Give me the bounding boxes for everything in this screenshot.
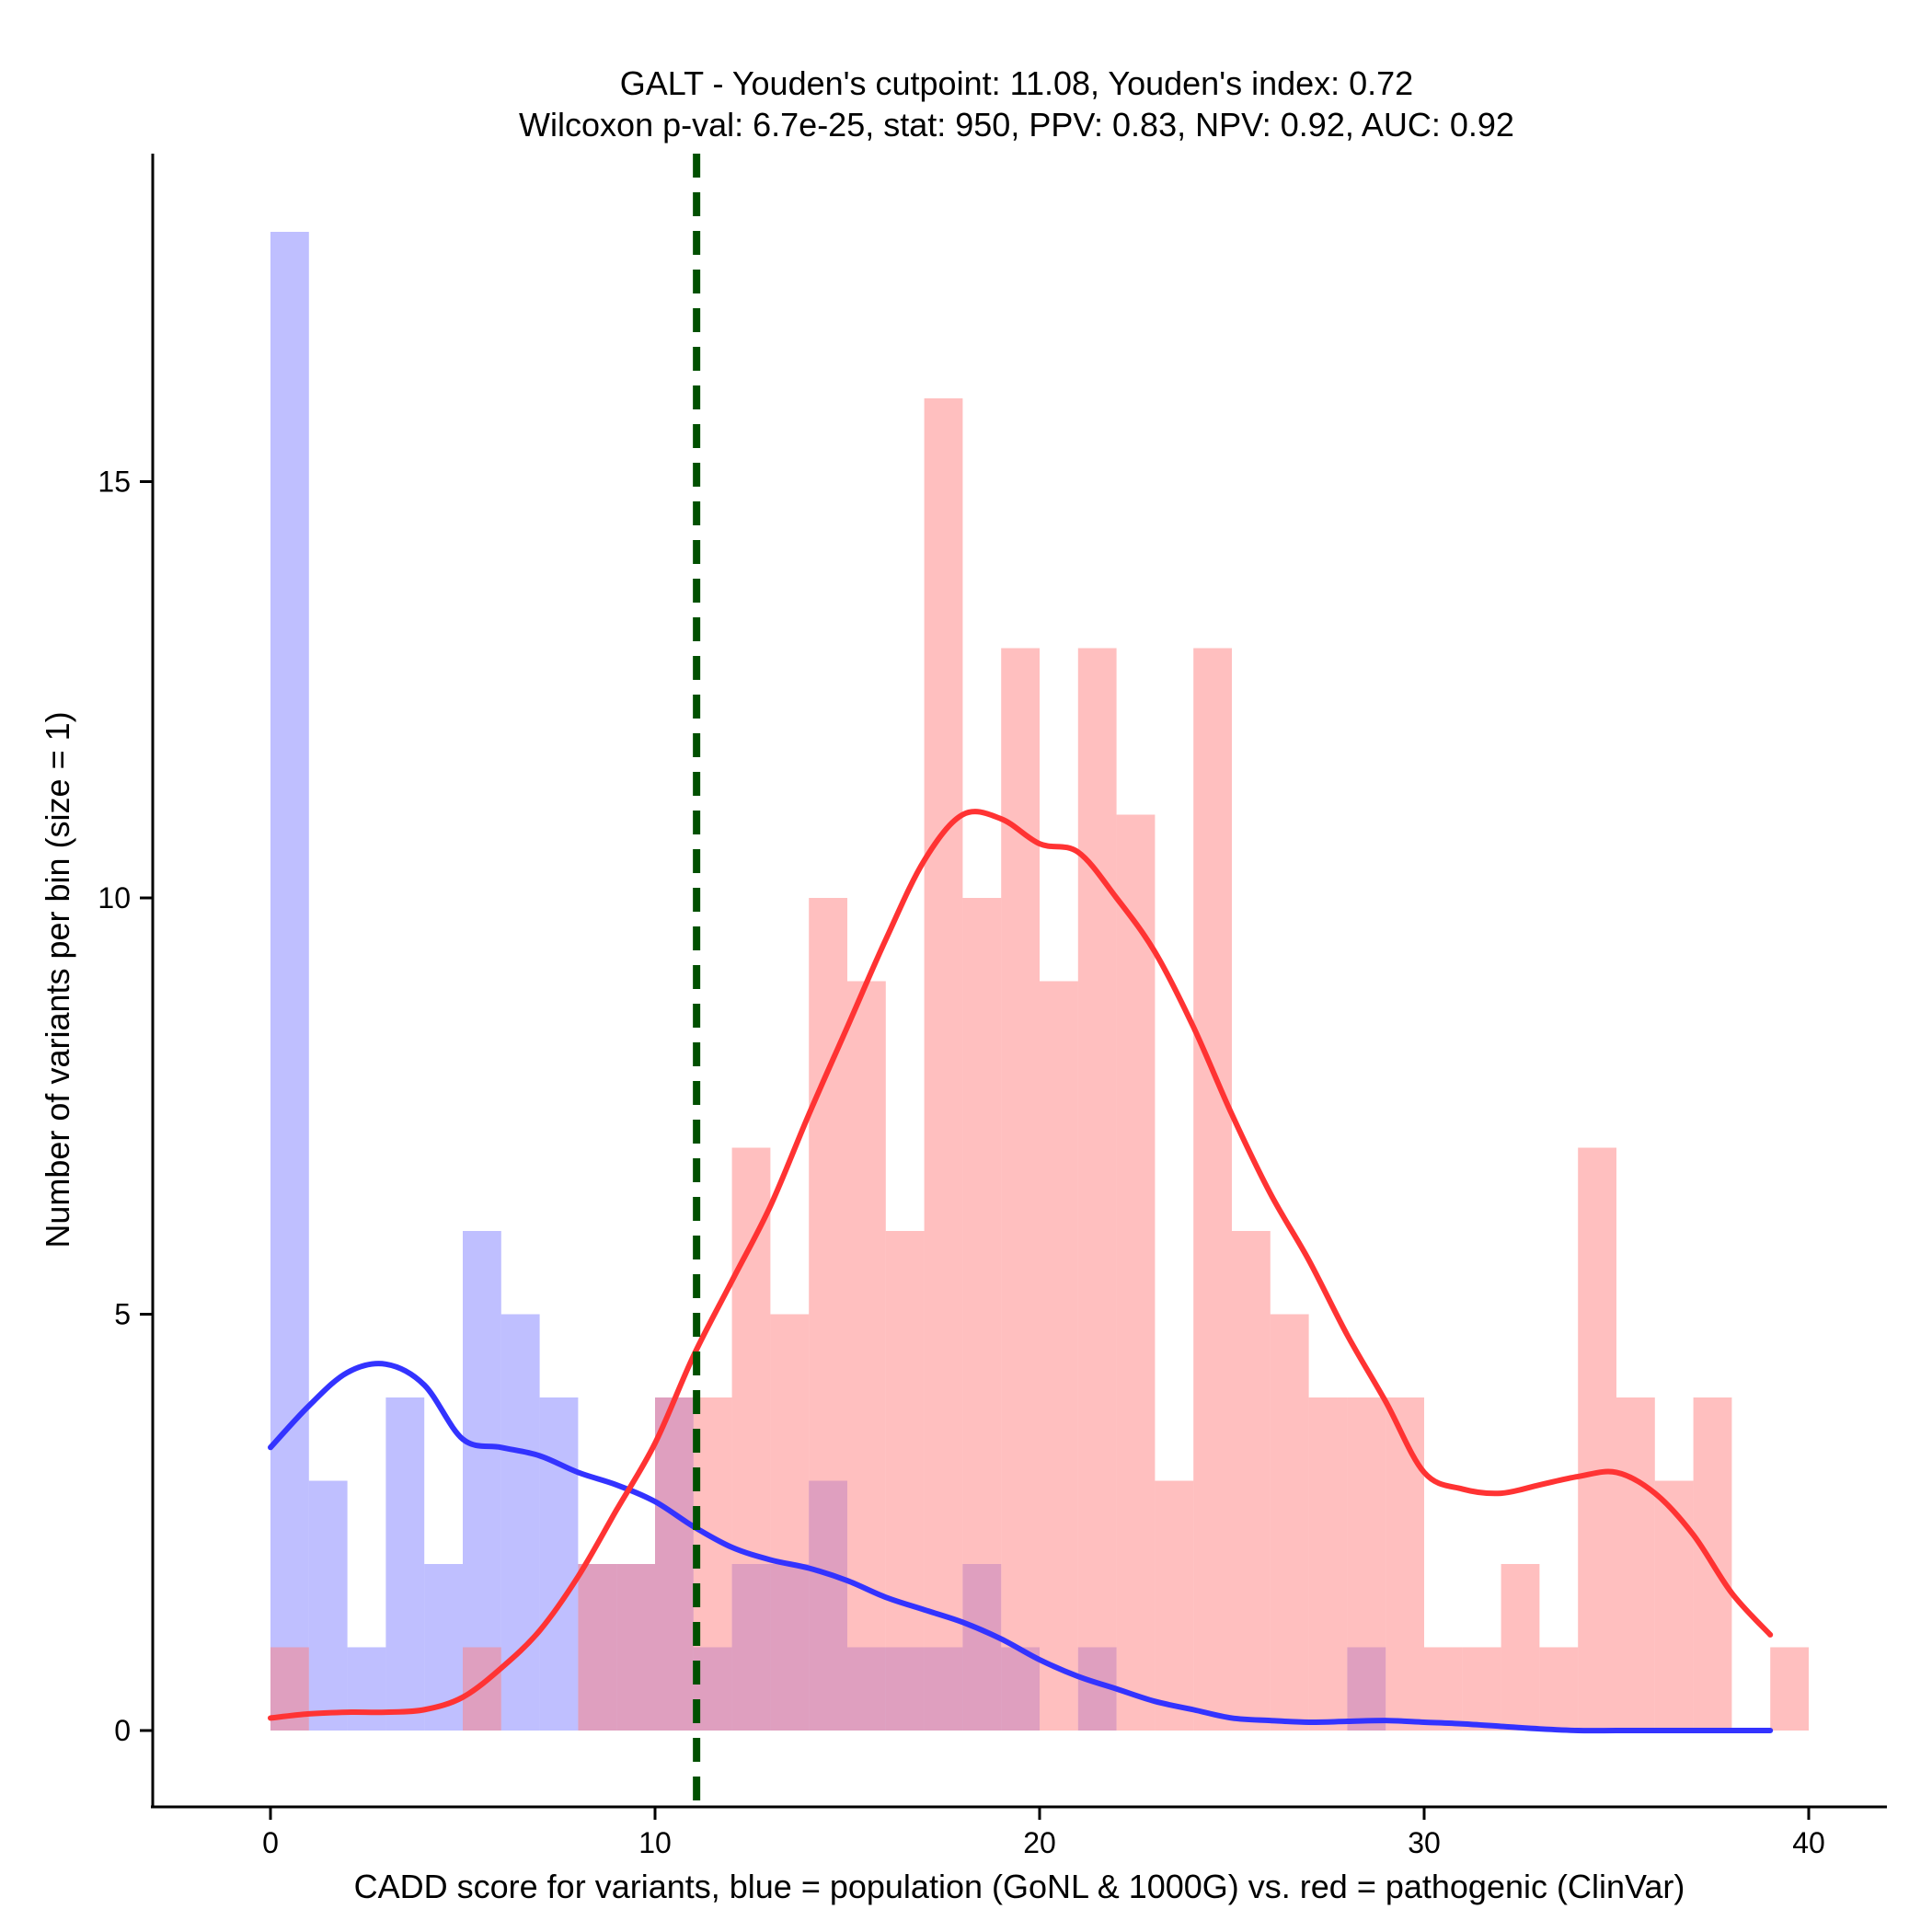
x-tick-label: 0 — [262, 1826, 279, 1859]
pathogenic-bar — [1501, 1564, 1540, 1731]
pathogenic-bar — [1386, 1397, 1424, 1731]
population-bar — [270, 232, 309, 1731]
y-tick-label: 5 — [114, 1298, 131, 1331]
pathogenic-bar — [1308, 1397, 1348, 1731]
pathogenic-bar — [962, 898, 1002, 1731]
x-tick-label: 30 — [1408, 1826, 1441, 1859]
pathogenic-bar — [1539, 1647, 1579, 1731]
pathogenic-bar — [1001, 648, 1040, 1731]
axes — [151, 154, 1887, 1809]
population-bar — [385, 1397, 425, 1731]
y-ticks: 0 5 10 15 — [98, 466, 153, 1747]
chart-subtitle: Wilcoxon p-val: 6.7e-25, stat: 950, PPV:… — [519, 106, 1514, 144]
pathogenic-bar — [809, 898, 847, 1731]
pathogenic-bar — [616, 1564, 655, 1731]
pathogenic-bar — [1347, 1397, 1386, 1731]
y-tick-label: 10 — [98, 881, 131, 914]
x-axis-label: CADD score for variants, blue = populati… — [354, 1868, 1685, 1905]
pathogenic-bar — [1270, 1314, 1309, 1731]
pathogenic-bar — [1232, 1231, 1271, 1731]
pathogenic-bar — [1578, 1147, 1616, 1731]
population-bar — [347, 1647, 386, 1731]
pathogenic-bar — [1155, 1480, 1194, 1731]
pathogenic-bar — [1040, 981, 1078, 1731]
x-tick-label: 40 — [1792, 1826, 1825, 1859]
population-bar — [539, 1397, 579, 1731]
pathogenic-bar — [770, 1314, 810, 1731]
x-tick-label: 20 — [1023, 1826, 1056, 1859]
pathogenic-bar — [1424, 1647, 1463, 1731]
pathogenic-bar — [1654, 1480, 1694, 1731]
y-tick-label: 0 — [114, 1714, 131, 1747]
population-bar — [500, 1314, 540, 1731]
pathogenic-bar — [1462, 1647, 1501, 1731]
population_density-line — [268, 1361, 1774, 1734]
pathogenic-bar — [655, 1397, 694, 1731]
density-curves — [268, 809, 1774, 1734]
x-ticks: 0 10 20 30 40 — [262, 1807, 1825, 1859]
pathogenic-bar — [731, 1147, 771, 1731]
pathogenic-bar — [924, 398, 963, 1731]
pathogenic-bar — [1116, 814, 1156, 1731]
pathogenic-bar — [1077, 648, 1117, 1731]
population-bar — [308, 1480, 348, 1731]
pathogenic-bar — [847, 981, 886, 1731]
pathogenic-bar — [1770, 1647, 1809, 1731]
pathogenic-histogram — [270, 398, 1809, 1731]
x-tick-label: 10 — [638, 1826, 672, 1859]
pathogenic_density-line — [268, 809, 1774, 1721]
pathogenic-bar — [1193, 648, 1232, 1731]
y-axis-label: Number of variants per bin (size = 1) — [39, 711, 76, 1248]
pathogenic-bar — [463, 1647, 501, 1731]
pathogenic-bar — [885, 1231, 925, 1731]
y-tick-label: 15 — [98, 466, 131, 499]
pathogenic-bar — [578, 1564, 617, 1731]
pathogenic-bar — [1616, 1397, 1655, 1731]
chart-title: GALT - Youden's cutpoint: 11.08, Youden'… — [620, 64, 1413, 102]
